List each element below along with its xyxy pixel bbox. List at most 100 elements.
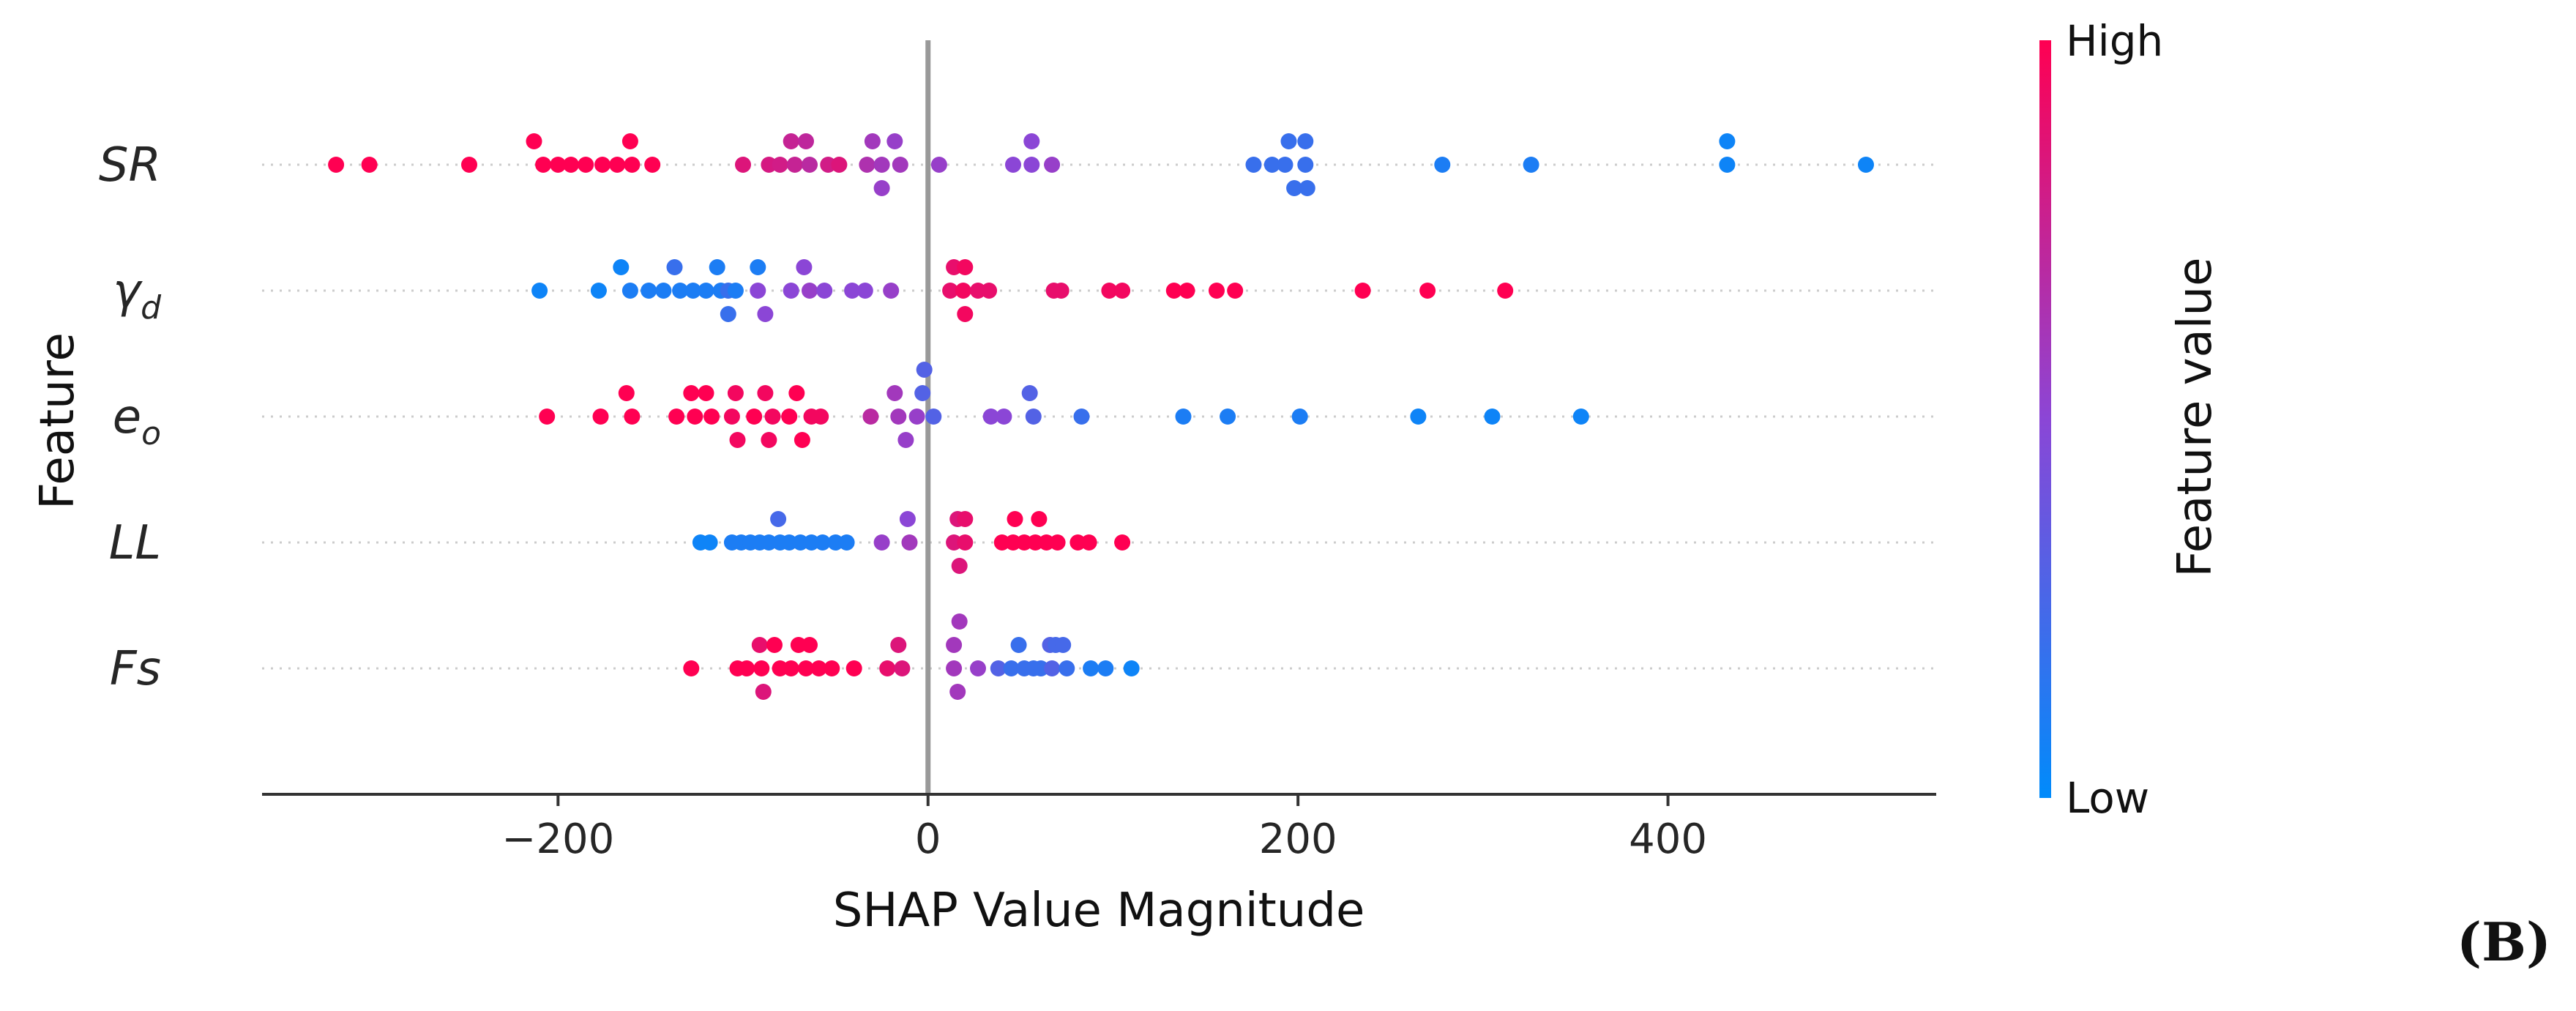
- colorbar-low-label: Low: [2066, 773, 2149, 823]
- shap-point: [757, 385, 774, 401]
- shap-point: [990, 660, 1007, 676]
- shap-point: [563, 157, 579, 173]
- shap-point: [1044, 157, 1061, 173]
- shap-point: [723, 408, 740, 425]
- shap-point: [761, 432, 777, 448]
- shap-point: [838, 534, 855, 551]
- shap-point: [746, 408, 763, 425]
- data-points: [328, 133, 1874, 700]
- shap-point: [946, 534, 963, 551]
- shap-point: [770, 511, 787, 527]
- shap-point: [755, 684, 772, 700]
- shap-point: [609, 157, 626, 173]
- shap-point: [644, 157, 661, 173]
- shap-point: [783, 660, 799, 676]
- shap-point: [1025, 408, 1042, 425]
- shap-point: [1053, 283, 1069, 299]
- shap-point: [1280, 133, 1297, 149]
- shap-point: [892, 157, 908, 173]
- shap-point: [753, 660, 770, 676]
- shap-point: [1277, 157, 1293, 173]
- shap-point: [814, 534, 831, 551]
- shap-point: [1101, 283, 1118, 299]
- shap-point: [1114, 534, 1131, 551]
- shap-point: [720, 306, 736, 322]
- shap-point: [729, 432, 746, 448]
- shap-point: [1083, 660, 1100, 676]
- shap-point: [946, 259, 963, 275]
- shap-point: [531, 283, 548, 299]
- shap-point: [824, 660, 840, 676]
- shap-point: [766, 637, 783, 653]
- shap-point: [1220, 408, 1236, 425]
- shap-point: [655, 283, 672, 299]
- shap-point: [550, 157, 567, 173]
- shap-point: [761, 534, 777, 551]
- shap-point: [957, 534, 974, 551]
- shap-point: [750, 259, 766, 275]
- shap-point: [535, 157, 552, 173]
- feature-label-base: e: [113, 390, 141, 444]
- shap-point: [687, 408, 703, 425]
- shap-point: [901, 534, 918, 551]
- shap-point: [1023, 133, 1040, 149]
- shap-point: [1484, 408, 1501, 425]
- y-axis-title: Feature: [31, 332, 85, 510]
- shap-point: [526, 133, 542, 149]
- shap-point: [750, 283, 766, 299]
- shap-point: [788, 385, 805, 401]
- shap-point: [845, 660, 862, 676]
- feature-label: eo: [113, 390, 161, 452]
- shap-point: [621, 133, 638, 149]
- shap-point: [949, 684, 966, 700]
- shap-point: [1031, 511, 1048, 527]
- shap-point: [946, 637, 963, 653]
- shap-point: [859, 157, 876, 173]
- shap-point: [1003, 660, 1020, 676]
- feature-label-subscript: d: [141, 289, 162, 327]
- shap-point: [727, 283, 744, 299]
- feature-rows: SR γd eo LL Fs: [99, 138, 1936, 696]
- shap-point: [727, 385, 744, 401]
- shap-point: [1354, 283, 1371, 299]
- shap-point: [951, 558, 968, 574]
- shap-point: [873, 180, 890, 196]
- shap-point: [1023, 157, 1040, 173]
- feature-label-base: Fs: [110, 642, 161, 696]
- shap-point: [1245, 157, 1262, 173]
- shap-point: [813, 408, 829, 425]
- feature-label: SR: [99, 138, 161, 193]
- x-tick-label: 200: [1259, 816, 1337, 863]
- shap-point: [792, 534, 809, 551]
- shap-point: [1049, 534, 1066, 551]
- shap-point: [955, 283, 971, 299]
- x-tick-label: 400: [1629, 816, 1707, 863]
- shap-point: [873, 157, 890, 173]
- shap-point: [914, 385, 931, 401]
- shap-point: [951, 613, 968, 630]
- shap-point: [1419, 283, 1436, 299]
- shap-point: [735, 157, 751, 173]
- shap-point: [1114, 283, 1131, 299]
- shap-point: [578, 157, 594, 173]
- shap-point: [783, 133, 799, 149]
- shap-point: [886, 133, 903, 149]
- shap-point: [1123, 660, 1140, 676]
- shap-point: [594, 157, 611, 173]
- shap-point: [802, 637, 818, 653]
- feature-label-base: LL: [109, 516, 161, 570]
- feature-label: γd: [113, 264, 162, 327]
- x-tick-label: 0: [915, 816, 941, 863]
- shap-point: [1016, 534, 1033, 551]
- shap-point: [879, 660, 896, 676]
- shap-point: [698, 385, 714, 401]
- shap-point: [802, 157, 818, 173]
- shap-point: [772, 660, 788, 676]
- colorbar-title: Feature value: [2168, 258, 2222, 578]
- shap-point: [641, 283, 657, 299]
- shap-point: [1069, 534, 1086, 551]
- shap-point: [957, 259, 974, 275]
- shap-point: [1038, 534, 1055, 551]
- shap-point: [618, 385, 635, 401]
- panel-label: (B): [2457, 911, 2551, 973]
